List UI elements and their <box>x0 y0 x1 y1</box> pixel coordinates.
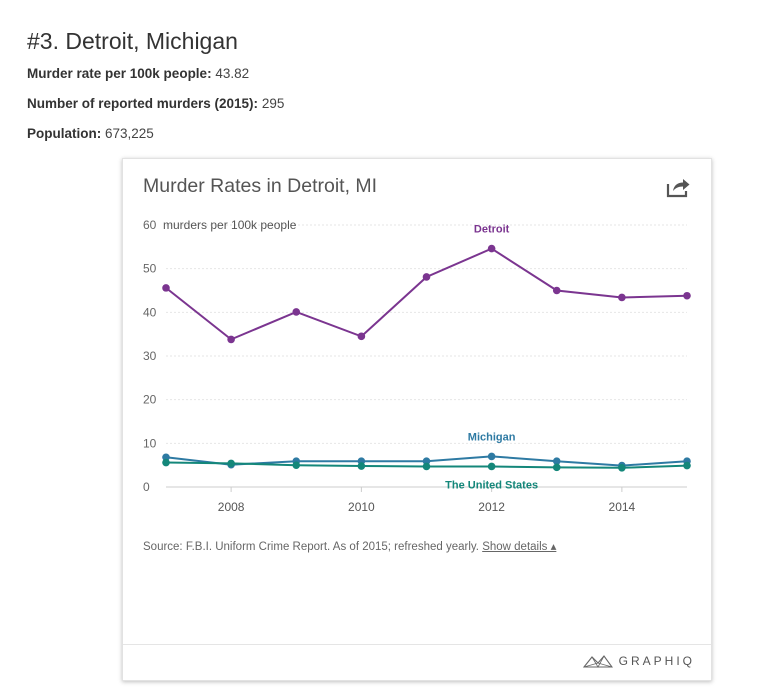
stat-murder-rate: Murder rate per 100k people: 43.82 <box>27 66 249 81</box>
stat-population: Population: 673,225 <box>27 126 154 141</box>
series-label: Michigan <box>468 431 516 443</box>
series-line-detroit <box>165 247 688 341</box>
series-label: Detroit <box>474 224 510 236</box>
y-tick-label: 50 <box>143 262 157 276</box>
data-point-the-united-states <box>162 458 170 467</box>
data-point-the-united-states <box>683 461 691 470</box>
y-axis-label: murders per 100k people <box>163 218 297 232</box>
page-title: #3. Detroit, Michigan <box>27 28 238 54</box>
data-point-detroit <box>552 286 561 295</box>
data-point-the-united-states <box>618 463 626 472</box>
share-icon <box>666 179 690 198</box>
show-details-link[interactable]: Show details ▴ <box>482 541 557 553</box>
series-label: The United States <box>445 479 538 491</box>
stat-value: 295 <box>261 96 285 111</box>
y-tick-label: 0 <box>143 480 150 494</box>
data-point-michigan <box>487 452 496 461</box>
data-point-the-united-states <box>552 463 561 472</box>
chart-card: Murder Rates in Detroit, MI 0 10 20 30 40 50 6… <box>122 158 712 681</box>
y-tick-label: 60 <box>143 218 157 232</box>
x-tick-label: 2012 <box>478 500 505 514</box>
stat-label: Population: <box>27 126 102 141</box>
data-point-michigan <box>162 453 170 462</box>
brand-name: GRAPHIQ <box>618 654 695 668</box>
x-tick-label: 2014 <box>609 500 636 514</box>
stat-value: 673,225 <box>105 126 154 141</box>
stat-value: 43.82 <box>215 66 250 81</box>
data-point-detroit <box>227 335 235 344</box>
y-tick-label: 40 <box>143 305 157 319</box>
stat-label: Number of reported murders (2015): <box>27 96 259 111</box>
brand-logo[interactable]: GRAPHIQ <box>582 654 695 668</box>
stat-label: Murder rate per 100k people: <box>27 66 212 81</box>
card-footer: GRAPHIQ <box>123 644 711 680</box>
source-note: Source: F.B.I. Uniform Crime Report. As … <box>143 539 556 553</box>
data-point-detroit <box>357 332 366 341</box>
data-point-detroit <box>683 291 691 300</box>
graphiq-logo-icon <box>582 655 613 668</box>
stat-reported-murders: Number of reported murders (2015): 295 <box>27 96 284 111</box>
data-point-michigan <box>552 457 561 466</box>
data-point-detroit <box>162 284 170 292</box>
data-point-the-united-states <box>422 462 431 471</box>
source-text: Source: F.B.I. Uniform Crime Report. As … <box>143 541 479 553</box>
data-point-detroit <box>422 273 431 281</box>
x-tick-label: 2008 <box>218 500 245 514</box>
data-point-detroit <box>487 244 496 253</box>
y-tick-label: 10 <box>143 436 157 450</box>
y-tick-label: 20 <box>143 393 157 407</box>
data-point-michigan <box>422 457 431 466</box>
chart-title: Murder Rates in Detroit, MI <box>143 175 378 197</box>
y-tick-label: 30 <box>143 349 157 363</box>
data-point-the-united-states <box>227 459 235 468</box>
data-point-the-united-states <box>357 462 366 470</box>
share-button[interactable] <box>665 175 691 199</box>
data-point-detroit <box>292 308 301 316</box>
x-tick-label: 2010 <box>348 500 375 514</box>
line-chart: 0 10 20 30 40 50 60 murders per 100k people 2008… <box>143 218 691 514</box>
data-point-detroit <box>618 293 626 302</box>
data-point-the-united-states <box>292 461 301 469</box>
data-point-the-united-states <box>487 462 496 471</box>
